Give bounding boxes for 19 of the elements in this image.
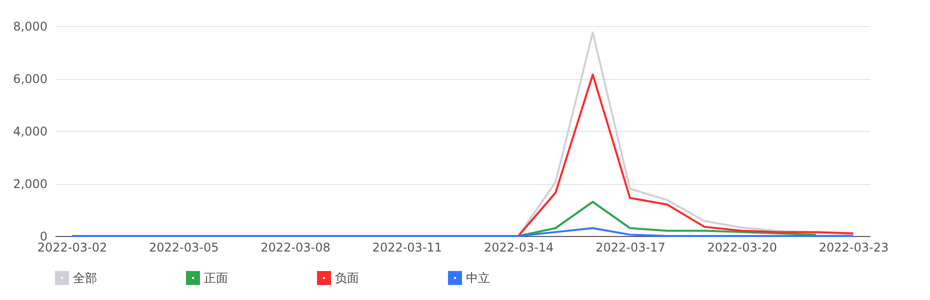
line-series xyxy=(70,227,854,237)
x-tick-label: 2022-03-02 xyxy=(37,240,108,254)
x-tick-label: 2022-03-23 xyxy=(818,240,889,254)
legend-label: 中立 xyxy=(466,271,490,285)
legend-label: 全部 xyxy=(73,271,97,285)
y-tick-label: 8,000 xyxy=(13,20,48,34)
x-tick-label: 2022-03-20 xyxy=(707,240,777,254)
x-tick-label: 2022-03-05 xyxy=(149,240,219,254)
legend-label: 正面 xyxy=(204,271,228,285)
line-series xyxy=(517,74,854,237)
x-tick-label: 2022-03-14 xyxy=(484,240,554,254)
x-tick-label: 2022-03-11 xyxy=(372,240,442,254)
x-tick-label: 2022-03-17 xyxy=(596,240,666,254)
y-tick-label: 4,000 xyxy=(13,124,48,138)
y-tick-label: 2,000 xyxy=(13,177,48,191)
y-tick-label: 0 xyxy=(40,230,48,244)
x-tick-label: 2022-03-08 xyxy=(260,240,330,254)
legend-label: 负面 xyxy=(335,271,359,285)
y-tick-label: 6,000 xyxy=(13,72,48,86)
